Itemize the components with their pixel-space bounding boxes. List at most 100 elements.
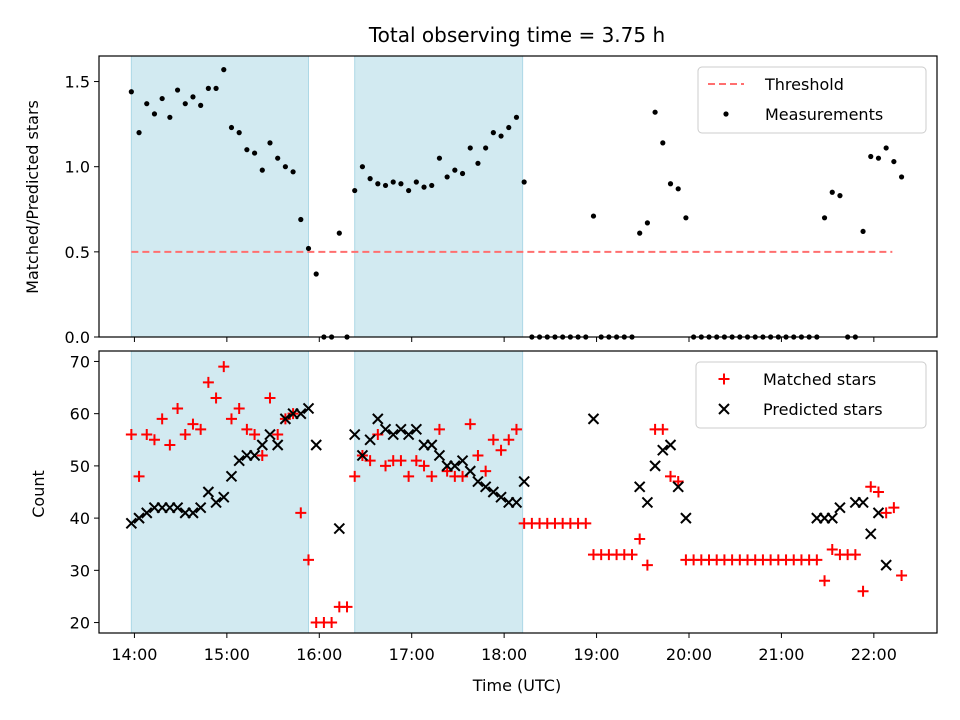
measurements-point <box>259 167 265 173</box>
y-tick-label: 70 <box>70 352 90 371</box>
x-tick-label: 14:00 <box>111 645 157 664</box>
matched-stars-point <box>857 585 869 597</box>
predicted-stars-point <box>426 439 438 451</box>
measurements-point <box>151 111 158 117</box>
matched-stars-point <box>156 413 168 425</box>
predicted-stars-point <box>125 517 138 530</box>
measurements-point <box>498 133 504 139</box>
matched-stars-point <box>295 507 307 519</box>
matched-stars-point <box>665 470 677 482</box>
measurements-point <box>406 187 412 194</box>
measurements-point <box>667 181 674 187</box>
y-axis-label-bottom: Count <box>29 470 48 518</box>
measurements-point <box>490 130 496 136</box>
matched-stars-point <box>819 575 831 587</box>
predicted-stars-point <box>248 449 261 462</box>
predicted-stars-point <box>356 449 369 462</box>
measurements-point <box>298 216 304 223</box>
matched-stars-point <box>195 423 207 435</box>
predicted-stars-point <box>464 465 476 477</box>
predicted-stars-point <box>141 507 153 519</box>
matched-stars-point <box>480 465 492 477</box>
matched-stars-point <box>626 549 638 561</box>
matched-stars-point <box>241 423 253 435</box>
predicted-stars-point <box>834 501 846 514</box>
measurements-point <box>390 179 396 185</box>
x-tick-label: 17:00 <box>389 645 435 664</box>
matched-stars-point <box>303 554 314 566</box>
measurements-point <box>205 85 211 91</box>
matched-stars-point <box>148 434 160 446</box>
matched-stars-point <box>888 502 900 514</box>
predicted-stars-point <box>495 491 507 503</box>
x-tick-label: 20:00 <box>666 645 712 664</box>
measurements-point <box>483 145 489 151</box>
measurements-point <box>521 179 527 185</box>
matched-stars-point <box>464 418 476 430</box>
measurements-point <box>359 164 366 170</box>
matched-stars-point <box>672 476 684 488</box>
measurements-point <box>637 230 643 236</box>
predicted-stars-point <box>333 522 346 535</box>
measurements-point <box>382 182 389 189</box>
measurements-point <box>190 94 196 100</box>
matched-stars-point <box>233 402 245 414</box>
legend-marker-swatch <box>718 373 730 385</box>
predicted-stars-point <box>364 434 376 446</box>
measurements-point <box>236 130 242 136</box>
y-tick-label: 0.5 <box>65 243 90 262</box>
predicted-stars-point <box>402 428 415 441</box>
measurements-point <box>436 155 443 161</box>
measurements-point <box>891 158 897 165</box>
matched-stars-point <box>865 481 877 493</box>
matched-stars-point <box>410 455 422 467</box>
legend-marker-swatch <box>723 111 729 117</box>
x-tick-label: 21:00 <box>758 645 804 664</box>
matched-stars-point <box>503 434 515 446</box>
matched-stars-point <box>580 517 592 529</box>
predicted-stars-point <box>449 460 461 472</box>
predicted-stars-point <box>826 512 838 524</box>
measurements-point <box>144 101 150 107</box>
matched-stars-point <box>125 429 137 441</box>
measurements-point <box>513 114 520 120</box>
matched-stars-point <box>172 402 184 414</box>
predicted-stars-point <box>456 454 469 467</box>
measurements-point <box>275 155 281 161</box>
measurements-point <box>198 102 204 108</box>
matched-stars-point <box>264 392 276 404</box>
measurements-point <box>228 124 235 131</box>
y-axis-label-top: Matched/Predicted stars <box>23 100 42 294</box>
predicted-stars-point <box>202 486 215 498</box>
matched-stars-point <box>641 559 653 571</box>
predicted-stars-point <box>271 439 284 451</box>
top-panel: 0.0 0.5 1.0 1.5 Threshold Measurements <box>65 55 938 347</box>
measurements-point <box>452 167 458 173</box>
measurements-point <box>652 109 658 115</box>
bottom-panel: 20 30 40 50 60 70 14:00 15:00 16:00 17:00 18:00 19:… <box>70 350 938 664</box>
predicted-stars-point <box>857 496 869 509</box>
predicted-stars-point <box>194 501 207 514</box>
measurements-point <box>590 213 597 219</box>
matched-stars-point <box>880 507 892 519</box>
measurements-point <box>683 215 689 221</box>
measurements-point <box>837 193 843 199</box>
predicted-stars-point <box>641 496 654 509</box>
plot-frame <box>98 350 938 634</box>
x-tick-label: 19:00 <box>574 645 620 664</box>
matched-stars-point <box>179 429 191 441</box>
measurements-point <box>352 187 358 194</box>
matched-stars-point <box>826 543 838 555</box>
y-tick-label: 50 <box>70 457 90 476</box>
matched-stars-point <box>141 429 153 441</box>
matched-stars-point <box>896 570 908 582</box>
measurements-point <box>660 140 666 146</box>
predicted-stars-point <box>264 428 276 441</box>
y-tick-label: 30 <box>70 561 90 580</box>
predicted-stars-point <box>880 559 892 571</box>
matched-stars-point <box>272 429 284 441</box>
predicted-stars-point <box>256 439 268 451</box>
measurements-point <box>868 153 874 160</box>
y-tick-label: 0.0 <box>65 328 90 347</box>
